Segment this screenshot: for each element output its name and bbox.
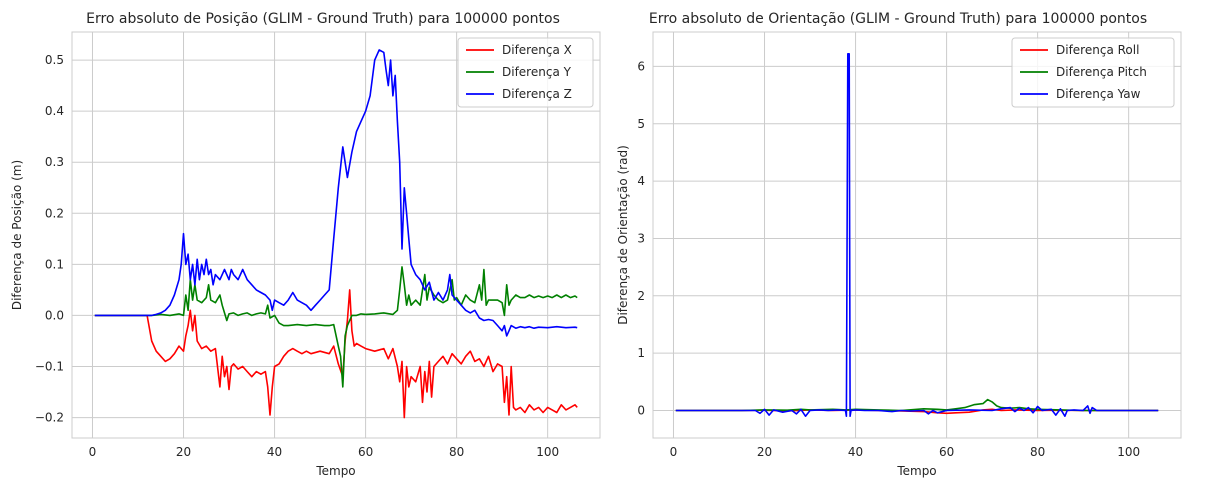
legend-box [1011,37,1175,108]
y-tick-label: 0.1 [45,257,64,271]
series-lines [94,49,578,419]
legend-entry-x: Diferença X [502,43,572,57]
orientation-error-chart: Erro absoluto de Orientação (GLIM - Grou… [616,11,1182,478]
chart-title: Erro absoluto de Orientação (GLIM - Grou… [649,11,1147,27]
legend-entry-roll: Diferença Roll [1056,43,1139,57]
x-tick-label: 40 [848,445,863,459]
chart-title: Erro absoluto de Posição (GLIM - Ground … [86,11,560,27]
x-axis-label: Tempo [896,464,936,478]
y-tick-label: 0 [637,403,645,417]
y-tick-label: 0.3 [45,155,64,169]
x-tick-label: 80 [449,445,464,459]
series-line-b [94,266,578,388]
y-tick-label: 6 [637,59,645,73]
x-axis-label: Tempo [315,464,355,478]
y-tick-label: 3 [637,231,645,245]
x-tick-label: 20 [176,445,191,459]
x-tick-label: 0 [89,445,97,459]
legend-entry-pitch: Diferença Pitch [1056,65,1147,79]
x-tick-label: 100 [1117,445,1140,459]
y-tick-label: 4 [637,174,645,188]
y-tick-label: 0.5 [45,53,64,67]
legend: Diferença Roll Diferença Pitch Diferença… [1011,37,1175,108]
series-lines [675,53,1159,417]
y-tick-label: 0.0 [45,308,64,322]
grid [72,32,600,438]
y-axis-label: Diferença de Posição (m) [10,160,24,310]
legend-entry-z: Diferença Z [502,87,572,101]
y-tick-label: −0.2 [35,411,64,425]
tick-labels: 0 20 40 60 80 100 0 1 2 3 4 5 6 [637,59,1140,459]
y-tick-label: 1 [637,346,645,360]
x-tick-label: 0 [670,445,678,459]
x-tick-label: 60 [939,445,954,459]
legend-entry-y: Diferença Y [502,65,572,79]
y-tick-label: 2 [637,289,645,303]
x-tick-label: 80 [1030,445,1045,459]
y-tick-label: 5 [637,117,645,131]
y-axis-label: Diferença de Orientação (rad) [616,145,630,325]
y-tick-label: 0.4 [45,104,64,118]
series-line-c [675,53,1159,417]
legend-box [457,37,594,108]
y-tick-label: 0.2 [45,206,64,220]
x-tick-label: 60 [358,445,373,459]
legend-entry-yaw: Diferença Yaw [1056,87,1141,101]
tick-labels: 0 20 40 60 80 100 −0.2 −0.1 0.0 0.1 0.2 0.3 0.4 0.5 [35,53,559,459]
x-tick-label: 20 [757,445,772,459]
x-tick-label: 40 [267,445,282,459]
y-tick-label: −0.1 [35,360,64,374]
x-tick-label: 100 [536,445,559,459]
position-error-chart: Erro absoluto de Posição (GLIM - Ground … [10,11,601,478]
series-line-c [94,49,578,337]
legend: Diferença X Diferença Y Diferença Z [457,37,594,108]
series-line-a [94,289,578,419]
